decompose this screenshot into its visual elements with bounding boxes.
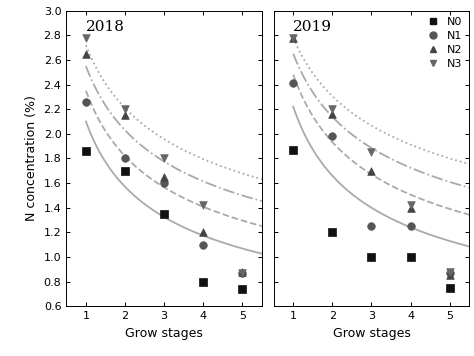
- Point: [446, 285, 454, 290]
- Point: [328, 106, 336, 112]
- Point: [200, 242, 207, 247]
- Point: [200, 202, 207, 208]
- Point: [160, 211, 168, 217]
- Point: [238, 286, 246, 292]
- Point: [238, 269, 246, 274]
- X-axis label: Grow stages: Grow stages: [333, 326, 410, 340]
- Point: [368, 223, 375, 229]
- Point: [121, 168, 129, 174]
- Text: 2018: 2018: [86, 20, 125, 33]
- Point: [328, 111, 336, 117]
- Point: [328, 134, 336, 139]
- Point: [446, 269, 454, 274]
- Point: [368, 168, 375, 174]
- Point: [82, 51, 90, 57]
- Legend: N0, N1, N2, N3: N0, N1, N2, N3: [420, 16, 464, 70]
- Point: [238, 270, 246, 276]
- Point: [407, 223, 414, 229]
- Point: [407, 254, 414, 260]
- Point: [368, 254, 375, 260]
- Point: [446, 270, 454, 276]
- Point: [200, 279, 207, 284]
- Point: [290, 35, 297, 41]
- Point: [328, 229, 336, 235]
- Point: [200, 229, 207, 235]
- Point: [121, 112, 129, 118]
- Point: [121, 156, 129, 161]
- Text: 2019: 2019: [293, 20, 332, 33]
- Point: [160, 180, 168, 186]
- X-axis label: Grow stages: Grow stages: [125, 326, 203, 340]
- Point: [82, 35, 90, 41]
- Point: [407, 202, 414, 208]
- Point: [407, 205, 414, 210]
- Point: [368, 150, 375, 155]
- Point: [160, 174, 168, 180]
- Point: [290, 147, 297, 153]
- Point: [121, 106, 129, 112]
- Point: [82, 148, 90, 154]
- Point: [238, 270, 246, 276]
- Point: [446, 273, 454, 278]
- Point: [290, 80, 297, 86]
- Y-axis label: N concentration (%): N concentration (%): [25, 95, 38, 221]
- Point: [82, 99, 90, 105]
- Point: [290, 35, 297, 41]
- Point: [160, 156, 168, 161]
